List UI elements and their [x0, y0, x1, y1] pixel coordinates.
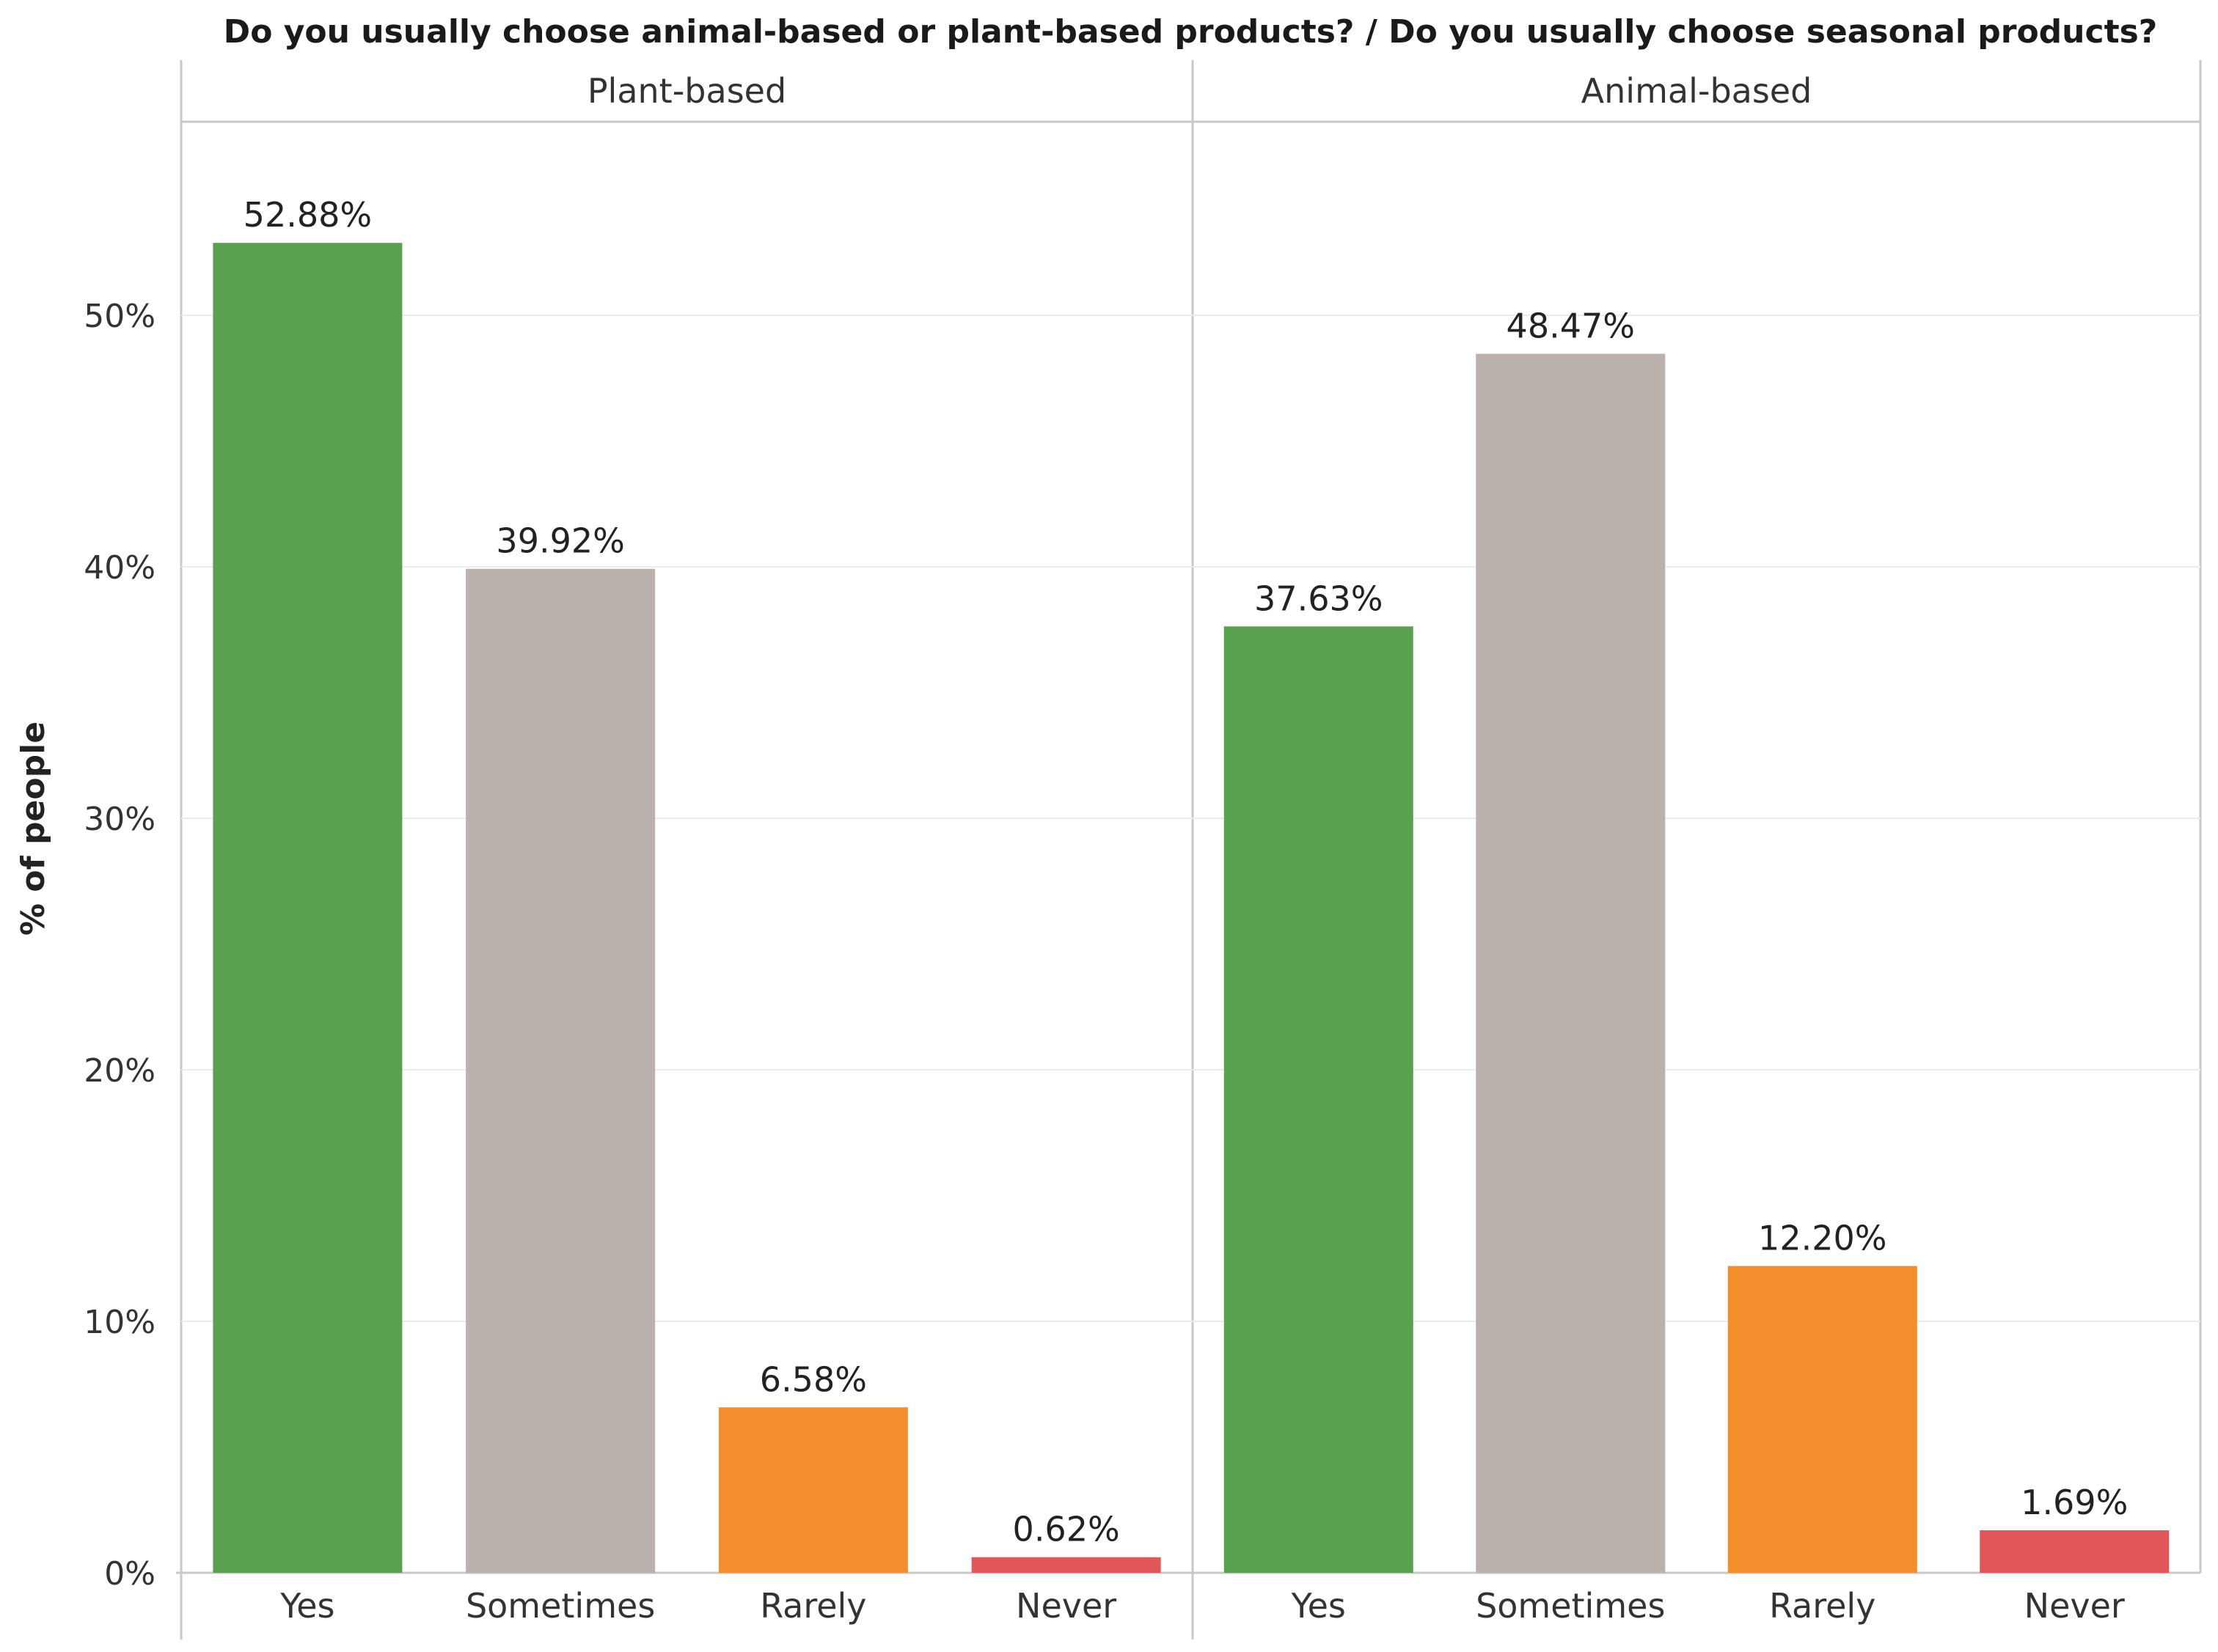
bar-never	[1980, 1530, 2170, 1573]
y-tick-label: 0%	[104, 1555, 155, 1593]
x-category-label: Yes	[279, 1586, 334, 1626]
panel-title: Plant-based	[588, 71, 786, 111]
x-category-label: Yes	[1291, 1586, 1346, 1626]
panel-animal-based: Animal-based 37.63% Yes 48.47% Sometimes 12.2…	[1223, 71, 2170, 1626]
bar-never	[971, 1557, 1161, 1573]
y-axis-ticks: 0% 10% 20% 30% 40% 50%	[84, 298, 155, 1593]
bar-yes	[213, 243, 403, 1573]
bar-sometimes	[1476, 353, 1666, 1573]
y-axis-title: % of people	[15, 722, 52, 936]
bar-sometimes	[466, 568, 656, 1573]
x-category-label: Sometimes	[466, 1586, 655, 1626]
y-tick-label: 20%	[84, 1052, 155, 1090]
y-tick-label: 30%	[84, 801, 155, 838]
y-tick-label: 40%	[84, 549, 155, 587]
x-category-label: Never	[1016, 1586, 1116, 1626]
x-category-label: Rarely	[1769, 1586, 1875, 1626]
y-tick-label: 10%	[84, 1304, 155, 1341]
data-label: 39.92%	[496, 521, 624, 561]
bar-rarely	[718, 1407, 908, 1573]
data-label: 0.62%	[1013, 1510, 1120, 1549]
bar-yes	[1223, 626, 1413, 1573]
chart-title: Do you usually choose animal-based or pl…	[224, 13, 2158, 51]
data-label: 37.63%	[1254, 579, 1383, 618]
y-tick-label: 50%	[84, 298, 155, 335]
x-category-label: Never	[2024, 1586, 2125, 1626]
x-category-label: Rarely	[760, 1586, 866, 1626]
panels: Plant-based 52.88% Yes 39.92% Sometimes 6.58%…	[213, 71, 2170, 1626]
data-label: 6.58%	[760, 1359, 867, 1399]
data-label: 1.69%	[2021, 1483, 2128, 1522]
panel-plant-based: Plant-based 52.88% Yes 39.92% Sometimes 6.58%…	[213, 71, 1161, 1626]
data-label: 48.47%	[1507, 306, 1635, 345]
x-category-label: Sometimes	[1476, 1586, 1665, 1626]
data-label: 52.88%	[244, 195, 372, 235]
data-label: 12.20%	[1758, 1219, 1886, 1258]
bar-rarely	[1727, 1266, 1917, 1573]
panel-title: Animal-based	[1581, 71, 1812, 111]
